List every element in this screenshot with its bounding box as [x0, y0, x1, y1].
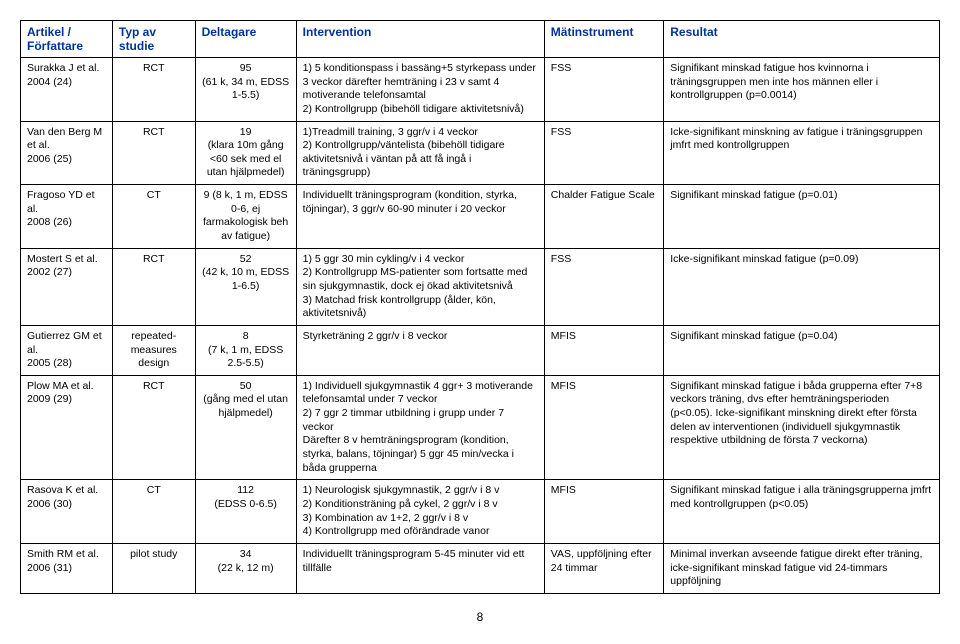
cell-type: RCT — [112, 375, 195, 479]
cell-participants: 112 (EDSS 0-6.5) — [195, 480, 296, 544]
table-row: Gutierrez GM et al. 2005 (28)repeated-me… — [21, 325, 940, 375]
table-row: Plow MA et al. 2009 (29)RCT50 (gång med … — [21, 375, 940, 479]
cell-intervention: 1) 5 konditionspass i bassäng+5 styrkepa… — [296, 58, 544, 122]
header-participants: Deltagare — [195, 21, 296, 58]
cell-participants: 50 (gång med el utan hjälpmedel) — [195, 375, 296, 479]
cell-instrument: FSS — [544, 248, 663, 325]
cell-author: Van den Berg M et al. 2006 (25) — [21, 121, 113, 185]
cell-intervention: Individuellt träningsprogram (kondition,… — [296, 185, 544, 249]
studies-table: Artikel / Författare Typ av studie Delta… — [20, 20, 940, 594]
cell-author: Fragoso YD et al. 2008 (26) — [21, 185, 113, 249]
cell-instrument: FSS — [544, 58, 663, 122]
cell-instrument: MFIS — [544, 325, 663, 375]
cell-type: RCT — [112, 58, 195, 122]
cell-type: RCT — [112, 121, 195, 185]
cell-result: Icke-signifikant minskning av fatigue i … — [664, 121, 940, 185]
table-row: Rasova K et al. 2006 (30)CT112 (EDSS 0-6… — [21, 480, 940, 544]
cell-result: Signifikant minskad fatigue i båda grupp… — [664, 375, 940, 479]
cell-instrument: MFIS — [544, 480, 663, 544]
cell-participants: 52 (42 k, 10 m, EDSS 1-6.5) — [195, 248, 296, 325]
header-intervention: Intervention — [296, 21, 544, 58]
cell-author: Rasova K et al. 2006 (30) — [21, 480, 113, 544]
header-instrument: Mätinstrument — [544, 21, 663, 58]
header-author: Artikel / Författare — [21, 21, 113, 58]
table-row: Fragoso YD et al. 2008 (26)CT9 (8 k, 1 m… — [21, 185, 940, 249]
cell-participants: 19 (klara 10m gång <60 sek med el utan h… — [195, 121, 296, 185]
cell-participants: 95 (61 k, 34 m, EDSS 1-5.5) — [195, 58, 296, 122]
header-result: Resultat — [664, 21, 940, 58]
cell-participants: 9 (8 k, 1 m, EDSS 0-6, ej farmakologisk … — [195, 185, 296, 249]
cell-result: Signifikant minskad fatigue hos kvinnorn… — [664, 58, 940, 122]
cell-type: repeated-measures design — [112, 325, 195, 375]
cell-result: Signifikant minskad fatigue i alla träni… — [664, 480, 940, 544]
cell-result: Minimal inverkan avseende fatigue direkt… — [664, 543, 940, 593]
cell-author: Mostert S et al. 2002 (27) — [21, 248, 113, 325]
cell-instrument: VAS, uppföljning efter 24 timmar — [544, 543, 663, 593]
table-header: Artikel / Författare Typ av studie Delta… — [21, 21, 940, 58]
table-row: Mostert S et al. 2002 (27)RCT52 (42 k, 1… — [21, 248, 940, 325]
cell-type: CT — [112, 185, 195, 249]
cell-author: Surakka J et al. 2004 (24) — [21, 58, 113, 122]
cell-participants: 34 (22 k, 12 m) — [195, 543, 296, 593]
page-number: 8 — [20, 610, 940, 624]
cell-type: pilot study — [112, 543, 195, 593]
table-row: Van den Berg M et al. 2006 (25)RCT19 (kl… — [21, 121, 940, 185]
header-type: Typ av studie — [112, 21, 195, 58]
cell-author: Plow MA et al. 2009 (29) — [21, 375, 113, 479]
cell-intervention: 1) Individuell sjukgymnastik 4 ggr+ 3 mo… — [296, 375, 544, 479]
cell-intervention: 1)Treadmill training, 3 ggr/v i 4 veckor… — [296, 121, 544, 185]
cell-participants: 8 (7 k, 1 m, EDSS 2.5-5.5) — [195, 325, 296, 375]
cell-instrument: FSS — [544, 121, 663, 185]
table-body: Surakka J et al. 2004 (24)RCT95 (61 k, 3… — [21, 58, 940, 594]
cell-intervention: 1) Neurologisk sjukgymnastik, 2 ggr/v i … — [296, 480, 544, 544]
cell-author: Gutierrez GM et al. 2005 (28) — [21, 325, 113, 375]
table-row: Surakka J et al. 2004 (24)RCT95 (61 k, 3… — [21, 58, 940, 122]
table-row: Smith RM et al. 2006 (31)pilot study34 (… — [21, 543, 940, 593]
cell-author: Smith RM et al. 2006 (31) — [21, 543, 113, 593]
cell-result: Icke-signifikant minskad fatigue (p=0.09… — [664, 248, 940, 325]
cell-instrument: Chalder Fatigue Scale — [544, 185, 663, 249]
cell-type: RCT — [112, 248, 195, 325]
cell-intervention: 1) 5 ggr 30 min cykling/v i 4 veckor 2) … — [296, 248, 544, 325]
cell-intervention: Styrketräning 2 ggr/v i 8 veckor — [296, 325, 544, 375]
cell-intervention: Individuellt träningsprogram 5-45 minute… — [296, 543, 544, 593]
cell-type: CT — [112, 480, 195, 544]
cell-instrument: MFIS — [544, 375, 663, 479]
cell-result: Signifikant minskad fatigue (p=0.01) — [664, 185, 940, 249]
cell-result: Signifikant minskad fatigue (p=0.04) — [664, 325, 940, 375]
